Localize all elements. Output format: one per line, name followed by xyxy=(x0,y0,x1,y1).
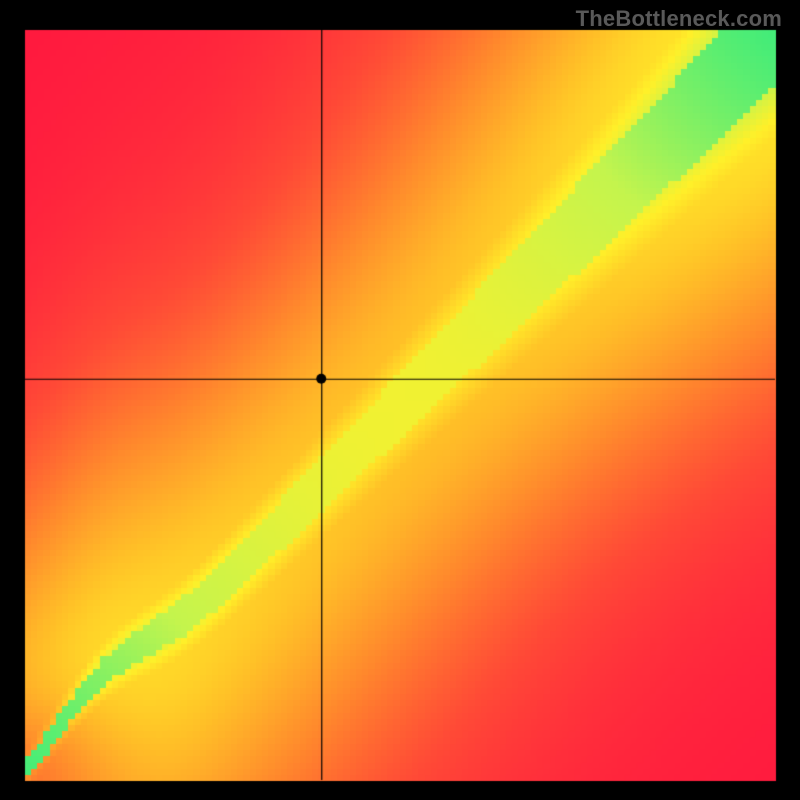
watermark-text: TheBottleneck.com xyxy=(576,6,782,32)
chart-container: TheBottleneck.com xyxy=(0,0,800,800)
heatmap-canvas xyxy=(0,0,800,800)
